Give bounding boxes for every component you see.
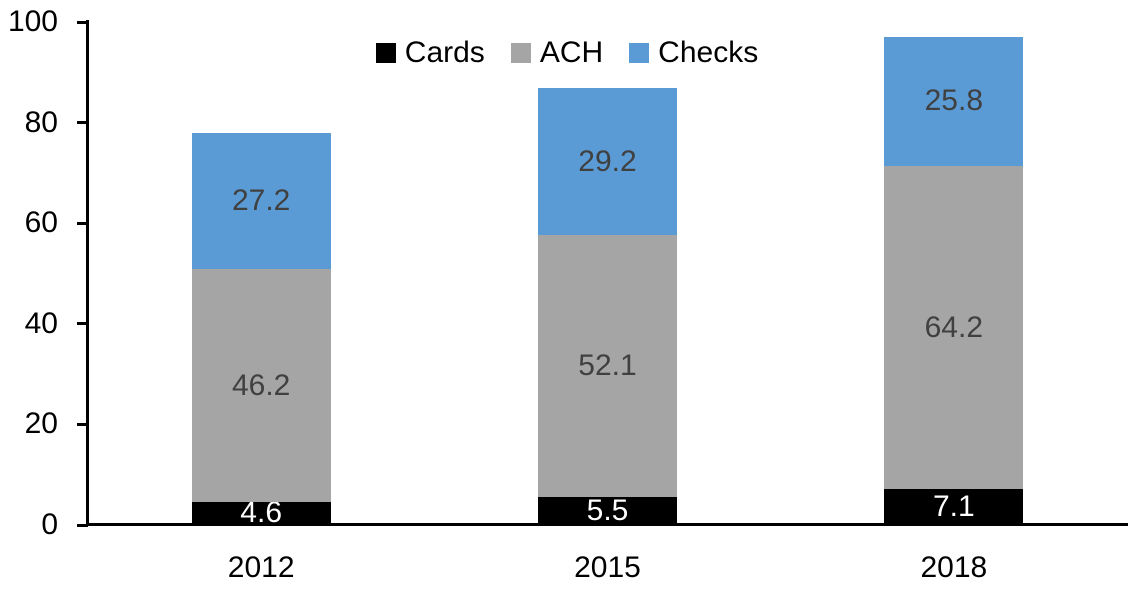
bar-value-label: 29.2 [578, 144, 637, 178]
y-tick-label: 20 [24, 407, 58, 441]
y-tick-label: 100 [7, 5, 58, 38]
y-tick [77, 20, 88, 24]
legend-label: Cards [404, 36, 485, 69]
bar-value-label: 7.1 [932, 490, 975, 524]
bar-segment-cards-2015: 5.5 [538, 494, 677, 528]
y-tick [77, 322, 88, 326]
x-category-label: 2012 [227, 551, 295, 584]
y-tick [77, 523, 88, 527]
bar-segment-ach-2012: 46.2 [191, 269, 331, 502]
chart-legend: Cards ACH Checks [0, 37, 1134, 69]
bar-value-label: 4.6 [240, 496, 283, 530]
bar-value-label: 5.5 [586, 494, 629, 528]
y-tick-label: 40 [24, 306, 58, 340]
bar-value-label: 52.1 [578, 349, 637, 383]
bar-segment-checks-2015: 29.2 [538, 88, 677, 236]
bar-segment-ach-2015: 52.1 [538, 235, 677, 498]
legend-item-checks: Checks [629, 37, 758, 69]
legend-label: Checks [658, 36, 759, 69]
bar-value-label: 27.2 [231, 184, 291, 218]
bar-value-label: 25.8 [924, 84, 984, 118]
y-tick [77, 221, 88, 225]
y-tick-label: 60 [24, 206, 58, 240]
legend-item-cards: Cards [375, 36, 485, 69]
bar-value-label: 64.2 [924, 310, 984, 344]
y-tick-label: 0 [41, 508, 58, 541]
y-tick [77, 121, 88, 125]
legend-swatch-cards [375, 43, 396, 63]
bar-segment-checks-2012: 27.2 [191, 132, 331, 270]
bar-segment-checks-2018: 25.8 [884, 36, 1024, 167]
y-tick [77, 422, 88, 426]
x-category-label: 2018 [920, 551, 988, 584]
y-tick-label: 80 [24, 105, 58, 139]
legend-item-ach: ACH [510, 36, 604, 69]
legend-swatch-ach [510, 43, 531, 63]
bar-segment-ach-2018: 64.2 [884, 166, 1024, 490]
bar-segment-cards-2018: 7.1 [884, 489, 1024, 525]
legend-swatch-checks [629, 43, 650, 63]
y-axis-line [86, 20, 89, 526]
legend-label: ACH [539, 36, 604, 69]
bar-value-label: 46.2 [231, 368, 291, 402]
x-category-label: 2015 [574, 551, 641, 584]
bar-segment-cards-2012: 4.6 [191, 498, 331, 528]
